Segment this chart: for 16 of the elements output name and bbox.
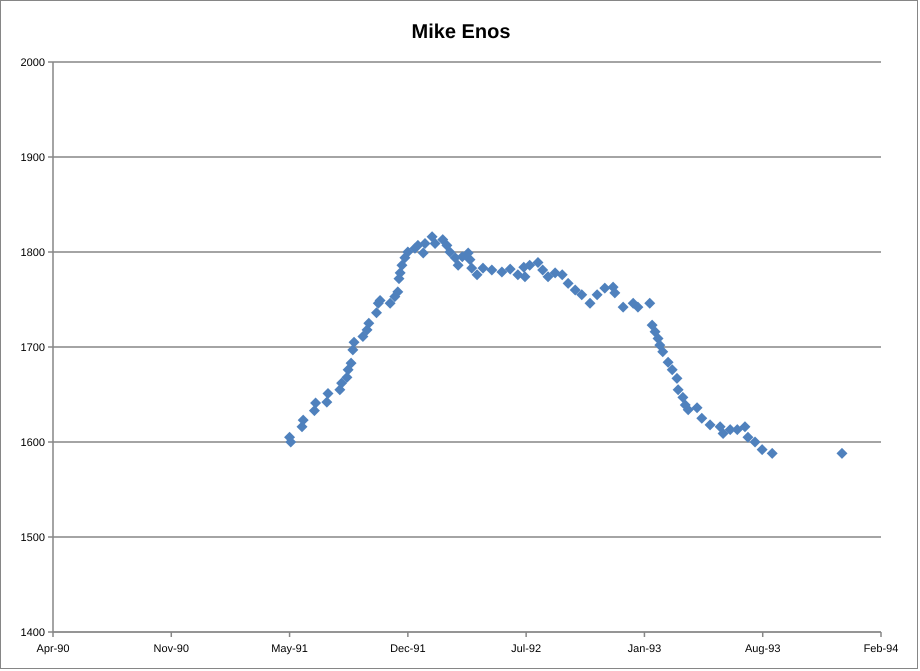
x-tick-label: Feb-94 (864, 643, 898, 655)
y-tick-label: 2000 (20, 56, 45, 69)
x-tick-label: Nov-90 (154, 643, 190, 655)
x-tick-label: Jul-92 (511, 643, 542, 655)
y-tick-label: 1800 (20, 246, 45, 259)
y-tick-label: 1700 (20, 342, 45, 354)
x-tick-label: Aug-93 (744, 643, 780, 655)
y-tick-label: 1900 (20, 152, 45, 164)
x-tick-label: Dec-91 (390, 643, 426, 655)
y-tick-label: 1600 (20, 436, 45, 449)
x-tick-label: May-91 (271, 643, 308, 655)
y-tick-label: 1500 (20, 532, 45, 544)
x-tick-label: Jan-93 (628, 643, 662, 655)
chart-title: Mike Enos (412, 21, 510, 43)
x-tick-label: Apr-90 (36, 643, 70, 655)
y-tick-label: 1400 (20, 626, 45, 639)
